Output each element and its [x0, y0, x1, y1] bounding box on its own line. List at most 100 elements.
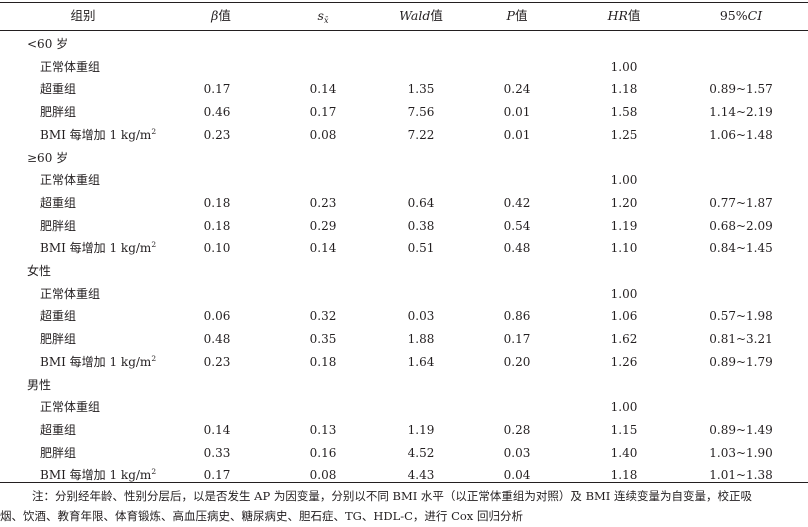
table-row: 肥胖组 0.48 0.35 1.88 0.17 1.62 0.81~3.21 [0, 328, 808, 351]
cell-p: 0.03 [503, 445, 531, 460]
row-label: BMI 每增加 1 kg/m2 [40, 126, 157, 142]
cell-beta: 0.10 [203, 241, 231, 256]
section-title: 女性 [27, 264, 52, 278]
cell-hr: 1.20 [610, 195, 638, 210]
row-label: 正常体重组 [40, 59, 101, 74]
cell-hr: 1.40 [610, 445, 638, 460]
cell-sx: 0.32 [309, 309, 337, 324]
table-row: 肥胖组 0.46 0.17 7.56 0.01 1.58 1.14~2.19 [0, 101, 808, 124]
table-row: BMI 每增加 1 kg/m2 0.17 0.08 4.43 0.04 1.18 1.01~… [0, 464, 808, 487]
cell-beta: 0.33 [203, 445, 231, 460]
cell-beta: 0.17 [203, 82, 231, 97]
cell-beta: 0.48 [203, 332, 231, 347]
row-label: 超重组 [40, 82, 77, 97]
cell-ci: 0.84~1.45 [709, 241, 773, 256]
cell-hr: 1.00 [610, 400, 638, 415]
cell-ci: 1.01~1.38 [709, 468, 773, 483]
cell-p: 0.01 [503, 127, 531, 142]
section-title-row: ≥60 岁 [0, 147, 808, 170]
cell-sx: 0.14 [309, 241, 337, 256]
row-label: 超重组 [40, 422, 77, 437]
cell-p: 0.48 [503, 241, 531, 256]
header-beta: β值 [211, 8, 231, 23]
cell-beta: 0.18 [203, 218, 231, 233]
cell-sx: 0.29 [309, 218, 337, 233]
cell-beta: 0.18 [203, 195, 231, 210]
row-label: 正常体重组 [40, 400, 101, 415]
table-row: 正常体重组 1.00 [0, 169, 808, 192]
cell-wald: 7.22 [407, 127, 435, 142]
cell-hr: 1.06 [610, 309, 638, 324]
row-label: BMI 每增加 1 kg/m2 [40, 240, 157, 256]
cell-hr: 1.25 [610, 127, 638, 142]
cell-p: 0.24 [503, 82, 531, 97]
cell-beta: 0.46 [203, 105, 231, 120]
cell-p: 0.17 [503, 332, 531, 347]
cell-ci: 0.89~1.57 [709, 82, 773, 97]
table-row: 正常体重组 1.00 [0, 56, 808, 79]
section-title: ≥60 岁 [27, 150, 69, 165]
table-row: 超重组 0.18 0.23 0.64 0.42 1.20 0.77~1.87 [0, 192, 808, 215]
cell-ci: 1.14~2.19 [709, 105, 773, 120]
cell-beta: 0.06 [203, 309, 231, 324]
unit-superscript: 2 [151, 240, 157, 250]
table-footnote: 注：分别经年龄、性别分层后，以是否发生 AP 为因变量，分别以不同 BMI 水平… [0, 486, 808, 526]
cell-sx: 0.14 [309, 82, 337, 97]
table-row: 肥胖组 0.18 0.29 0.38 0.54 1.19 0.68~2.09 [0, 215, 808, 238]
cell-hr: 1.15 [610, 422, 638, 437]
unit-superscript: 2 [151, 467, 157, 477]
table-row: 肥胖组 0.33 0.16 4.52 0.03 1.40 1.03~1.90 [0, 442, 808, 465]
cell-sx: 0.08 [309, 468, 337, 483]
row-label: 超重组 [40, 309, 77, 324]
cell-hr: 1.00 [610, 173, 638, 188]
table-row: BMI 每增加 1 kg/m2 0.23 0.08 7.22 0.01 1.25 1.06~… [0, 124, 808, 147]
row-label: 肥胖组 [40, 332, 77, 347]
cell-wald: 0.03 [407, 309, 435, 324]
cell-hr: 1.26 [610, 354, 638, 369]
table-top-rule [0, 2, 808, 3]
row-label: 超重组 [40, 195, 77, 210]
cell-ci: 1.06~1.48 [709, 127, 773, 142]
row-label: 肥胖组 [40, 105, 77, 120]
cell-wald: 4.52 [407, 445, 435, 460]
cell-wald: 0.51 [407, 241, 435, 256]
cell-p: 0.01 [503, 105, 531, 120]
cell-ci: 0.77~1.87 [709, 195, 773, 210]
row-label: 正常体重组 [40, 173, 101, 188]
cell-ci: 0.81~3.21 [709, 332, 773, 347]
cell-ci: 0.89~1.49 [709, 422, 773, 437]
cell-hr: 1.10 [610, 241, 638, 256]
unit-superscript: 2 [151, 126, 157, 136]
cell-ci: 0.68~2.09 [709, 218, 773, 233]
cell-wald: 1.64 [407, 354, 435, 369]
header-ci: 95%CI [719, 8, 763, 23]
cell-beta: 0.23 [203, 354, 231, 369]
cell-beta: 0.17 [203, 468, 231, 483]
cell-ci: 0.57~1.98 [709, 309, 773, 324]
section-title-row: 女性 [0, 260, 808, 283]
header-wald: Wald值 [399, 8, 443, 23]
cell-sx: 0.23 [309, 195, 337, 210]
table-header-rule [0, 30, 808, 31]
cell-sx: 0.16 [309, 445, 337, 460]
row-label: BMI 每增加 1 kg/m2 [40, 353, 157, 369]
table-row: 超重组 0.17 0.14 1.35 0.24 1.18 0.89~1.57 [0, 78, 808, 101]
table-row: BMI 每增加 1 kg/m2 0.10 0.14 0.51 0.48 1.10 0.84~… [0, 237, 808, 260]
cell-sx: 0.08 [309, 127, 337, 142]
row-label: 肥胖组 [40, 218, 77, 233]
table-row: 超重组 0.06 0.32 0.03 0.86 1.06 0.57~1.98 [0, 305, 808, 328]
cell-p: 0.04 [503, 468, 531, 483]
cell-wald: 1.35 [407, 82, 435, 97]
cell-beta: 0.23 [203, 127, 231, 142]
section-title: 男性 [27, 377, 52, 392]
footnote-line-2: 烟、饮酒、教育年限、体育锻炼、高血压病史、糖尿病史、胆石症、TG、HDL-C，进… [0, 509, 523, 523]
header-p: P值 [506, 8, 528, 23]
cell-p: 0.54 [503, 218, 531, 233]
table-row: BMI 每增加 1 kg/m2 0.23 0.18 1.64 0.20 1.26 0.89~… [0, 351, 808, 374]
section-title-row: <60 岁 [0, 33, 808, 56]
row-label: 肥胖组 [40, 445, 77, 460]
cell-sx: 0.35 [309, 332, 337, 347]
cell-wald: 1.19 [407, 422, 435, 437]
cell-beta: 0.14 [203, 422, 231, 437]
cell-ci: 0.89~1.79 [709, 354, 773, 369]
